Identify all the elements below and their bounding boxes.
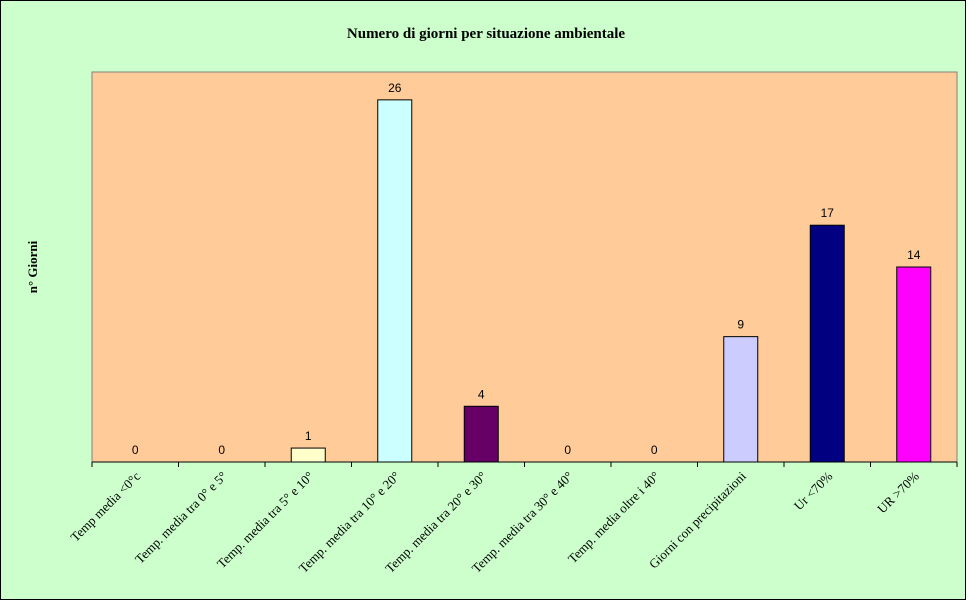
x-tick-label: Giorni con precipitazioni <box>646 468 749 571</box>
data-label: 1 <box>305 429 312 443</box>
data-label: 9 <box>737 318 744 332</box>
bar <box>463 405 499 463</box>
bar <box>809 224 845 463</box>
bar <box>896 266 932 463</box>
x-tick-label: Temp. media tra 0° e 5° <box>132 469 230 567</box>
data-label: 0 <box>132 443 139 457</box>
y-axis-label: n° Giorni <box>25 240 40 293</box>
x-tick-label: UR >70% <box>874 468 922 516</box>
data-label: 4 <box>478 387 485 401</box>
data-label: 17 <box>821 206 835 220</box>
bar <box>377 99 413 463</box>
data-label: 26 <box>388 81 402 95</box>
data-label: 0 <box>651 443 658 457</box>
x-tick-label: Temp media <0°c <box>67 468 143 544</box>
x-tick-label: Temp. media tra 5° e 10° <box>214 469 317 572</box>
x-tick-label: Ur <70% <box>791 468 836 513</box>
bars-group <box>290 99 932 463</box>
bar <box>723 336 759 463</box>
x-ticks-group <box>91 462 958 467</box>
value-labels-group: 0 0 1 26 4 0 0 9 17 14 <box>132 81 921 457</box>
data-label: 14 <box>907 248 921 262</box>
x-tick-label: Temp. media tra 30° e 40° <box>469 469 576 576</box>
data-label: 0 <box>218 443 225 457</box>
bar <box>290 447 326 463</box>
chart-title: Numero di giorni per situazione ambienta… <box>347 26 626 42</box>
data-label: 0 <box>564 443 571 457</box>
x-tick-label: Temp. media oltre i 40° <box>565 469 663 567</box>
